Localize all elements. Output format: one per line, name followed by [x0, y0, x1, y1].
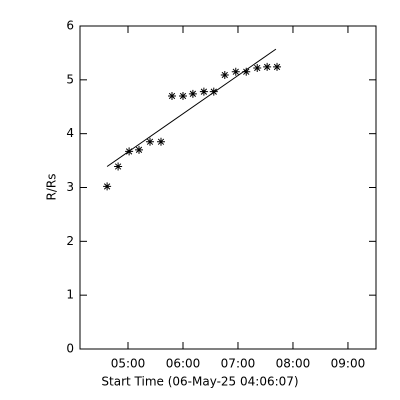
y-tick-label: 5 [66, 72, 74, 86]
fit-line [106, 48, 277, 167]
asterisk-marker [188, 89, 197, 98]
y-tick-label: 3 [66, 180, 74, 194]
asterisk-marker [156, 137, 165, 146]
x-tick-label: 07:00 [221, 357, 256, 371]
asterisk-marker [135, 145, 144, 154]
x-axis-label: Start Time (06-May-25 04:06:07) [101, 375, 298, 389]
asterisk-marker [231, 67, 240, 76]
asterisk-marker [220, 70, 229, 79]
asterisk-marker [167, 91, 176, 100]
x-tick-label: 06:00 [166, 357, 201, 371]
asterisk-marker [242, 67, 251, 76]
asterisk-marker [209, 87, 218, 96]
y-axis-label: R/Rs [45, 174, 59, 201]
x-tick-label: 05:00 [111, 357, 146, 371]
asterisk-marker [263, 62, 272, 71]
y-tick-label: 6 [66, 19, 74, 33]
asterisk-marker [273, 62, 282, 71]
asterisk-marker [178, 91, 187, 100]
x-tick-label: 09:00 [331, 357, 366, 371]
asterisk-marker [114, 162, 123, 171]
asterisk-marker [253, 63, 262, 72]
y-tick-label: 1 [66, 288, 74, 302]
asterisk-marker [146, 137, 154, 146]
plot-frame [79, 25, 377, 350]
y-tick-label: 2 [66, 234, 74, 248]
y-tick-label: 0 [66, 342, 74, 356]
y-tick-label: 4 [66, 126, 74, 140]
asterisk-marker [199, 87, 208, 96]
asterisk-marker [103, 182, 112, 191]
x-tick-label: 08:00 [276, 357, 311, 371]
